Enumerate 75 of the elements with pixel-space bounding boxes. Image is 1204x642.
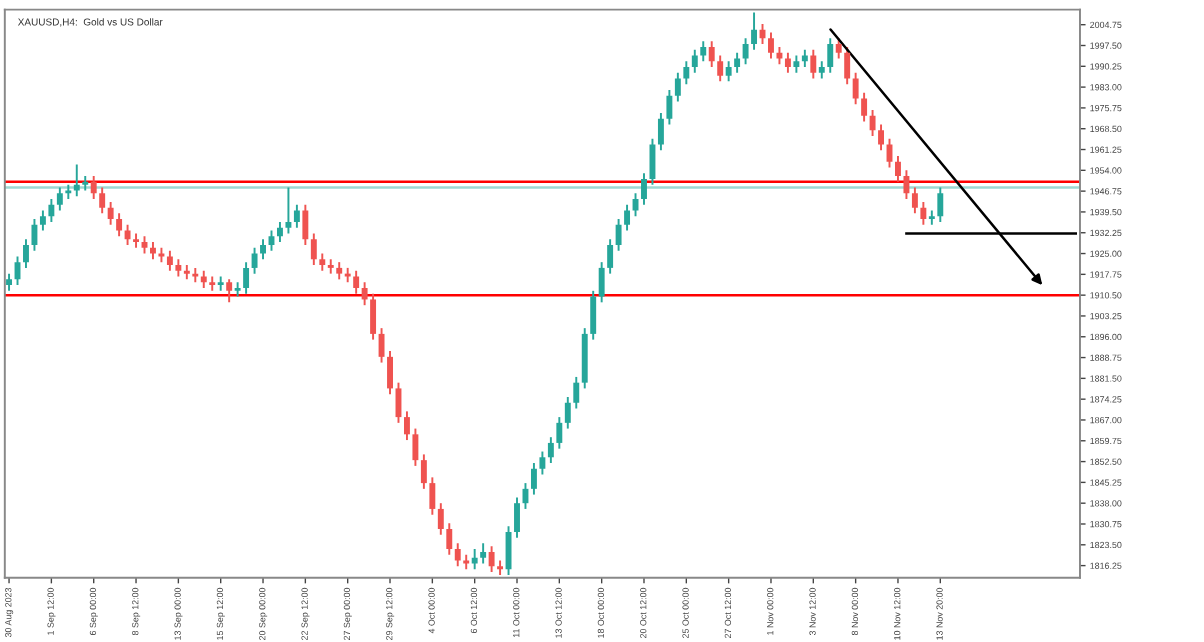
- candlestick: [861, 91, 868, 123]
- candlestick: [39, 209, 46, 232]
- candlestick: [641, 172, 647, 206]
- candlestick: [116, 212, 123, 238]
- candlestick: [590, 289, 597, 341]
- candlestick: [166, 249, 173, 272]
- candlestick: [387, 350, 393, 396]
- candlestick: [226, 278, 233, 304]
- candlestick: [293, 203, 300, 229]
- candlestick: [734, 51, 741, 74]
- candlestick: [810, 48, 817, 80]
- candlestick: [937, 186, 944, 223]
- candlestick: [429, 476, 436, 516]
- candlestick: [403, 410, 410, 442]
- candlestick: [700, 40, 707, 63]
- candlestick: [895, 155, 901, 183]
- candlestick: [277, 221, 283, 244]
- candlestick: [505, 525, 512, 576]
- candlestick: [539, 450, 546, 476]
- candlestick: [31, 218, 38, 252]
- candlestick: [666, 89, 673, 126]
- candlestick: [911, 186, 918, 215]
- candlestick: [742, 37, 749, 66]
- candlestick: [649, 137, 656, 186]
- candlestick: [302, 203, 309, 246]
- candlestick: [370, 292, 377, 341]
- candlestick: [598, 261, 605, 304]
- candlestick: [827, 37, 834, 74]
- candlestick: [768, 31, 774, 60]
- candlestick: [48, 198, 55, 223]
- candlestick: [708, 40, 715, 68]
- candlestick: [564, 396, 571, 430]
- candlestick: [556, 416, 563, 450]
- candlestick: [852, 71, 859, 106]
- candlestick: [285, 186, 292, 235]
- candlestick: [683, 60, 690, 86]
- candlestick: [784, 51, 791, 74]
- candlestick: [243, 261, 250, 295]
- candlestick: [920, 200, 927, 226]
- candlestick: [530, 462, 537, 496]
- candlestick: [99, 186, 106, 215]
- candlestick: [107, 200, 114, 226]
- candlestick: [412, 427, 419, 467]
- candlestick: [446, 522, 453, 556]
- candlestick: [488, 545, 495, 574]
- candlestick: [260, 238, 266, 261]
- candlestick: [624, 203, 631, 232]
- candlestick: [437, 502, 444, 536]
- candlestick: [717, 54, 724, 83]
- candlestick: [251, 246, 258, 275]
- candlestick: [361, 281, 368, 307]
- candlestick: [514, 496, 520, 539]
- candlestick: [615, 218, 622, 252]
- candlestick: [353, 269, 360, 295]
- candlestick: [56, 186, 63, 212]
- candlestick: [844, 45, 851, 86]
- candlestick: [878, 123, 884, 152]
- candlestick: [23, 238, 29, 269]
- candlestick: [378, 327, 385, 364]
- candlestick: [691, 48, 698, 74]
- candlestick: [903, 169, 910, 200]
- candlestick: [674, 71, 681, 103]
- candlestick: [607, 238, 614, 275]
- candlestick: [420, 453, 427, 490]
- candlestick: [751, 11, 758, 51]
- candlestick: [90, 175, 97, 200]
- candlestick: [869, 109, 876, 137]
- candlestick: [547, 436, 554, 464]
- candlestick: [725, 60, 732, 83]
- candlestick: [310, 232, 317, 266]
- candlestick: [480, 542, 487, 565]
- candlestick: [454, 542, 461, 568]
- candlestick: [573, 375, 580, 410]
- candlestick: [657, 111, 664, 152]
- candlestick: [124, 223, 131, 246]
